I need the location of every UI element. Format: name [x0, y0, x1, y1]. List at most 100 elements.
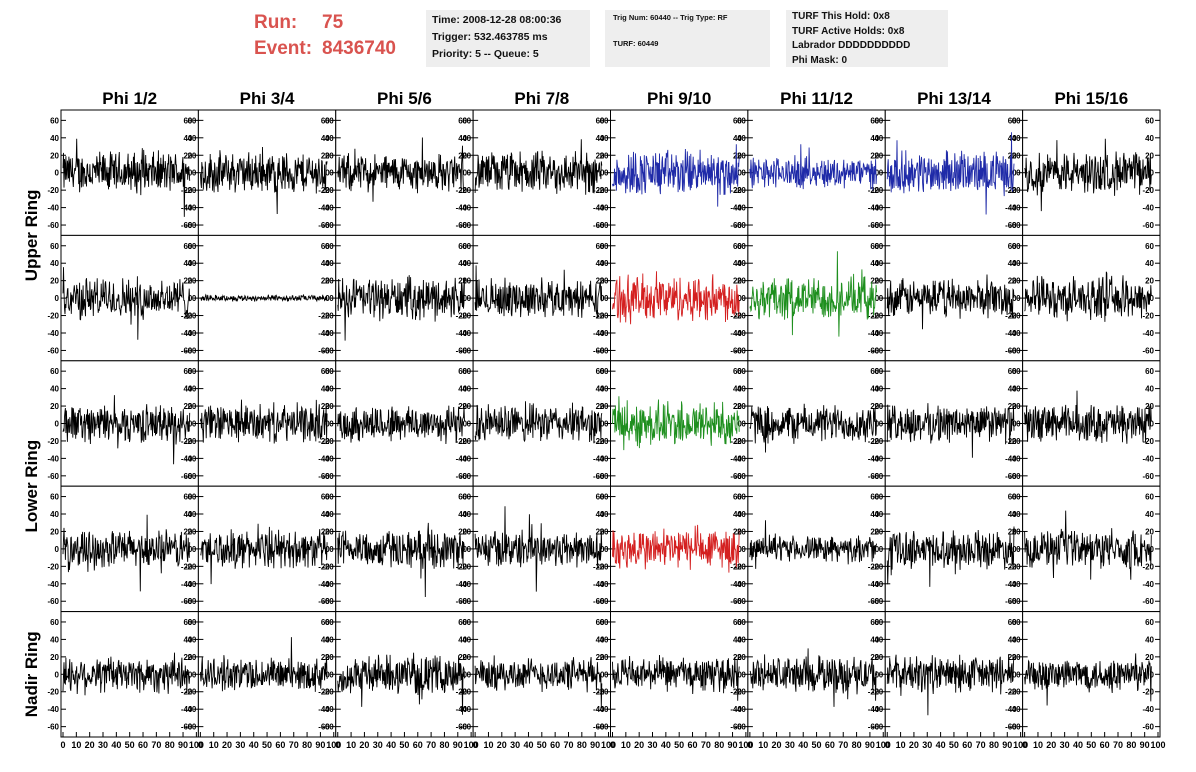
x-tick-label: 90 [453, 740, 463, 750]
y-tick-label: -20 [872, 186, 884, 195]
y-tick-label: 40 [462, 635, 471, 644]
x-tick-label: 0 [473, 740, 478, 750]
y-tick-label: 20 [874, 151, 883, 160]
y-tick-label: 0 [600, 294, 605, 303]
y-tick-label: 60 [321, 493, 330, 502]
y-tick-label: 60 [870, 618, 879, 627]
y-tick-label: 40 [187, 259, 196, 268]
y-tick-label: 40 [183, 259, 192, 268]
x-tick-label: 90 [315, 740, 325, 750]
y-tick-label: 40 [325, 385, 334, 394]
y-tick-label: 60 [462, 618, 471, 627]
y-tick-label: -40 [730, 329, 742, 338]
y-tick-label: -40 [1009, 580, 1021, 589]
waveform-trace [612, 144, 740, 207]
y-tick-label: 20 [870, 402, 879, 411]
y-tick-label: 60 [737, 242, 746, 251]
y-tick-label: -20 [1005, 312, 1017, 321]
waveform-trace [886, 274, 1015, 330]
x-tick-label: 80 [714, 740, 724, 750]
y-tick-label: -40 [593, 204, 605, 213]
y-tick-label: -20 [1009, 688, 1021, 697]
y-tick-label: -40 [872, 454, 884, 463]
y-tick-label: -20 [868, 312, 880, 321]
y-tick-label: 20 [187, 151, 196, 160]
y-tick-label: 20 [733, 277, 742, 286]
y-tick-label: 60 [1145, 618, 1154, 627]
y-tick-label: -40 [593, 580, 605, 589]
y-tick-label: 20 [458, 527, 467, 536]
y-tick-label: 20 [325, 527, 334, 536]
y-tick-label: -60 [593, 346, 605, 355]
y-tick-label: -40 [597, 580, 609, 589]
y-tick-label: -20 [597, 688, 609, 697]
y-tick-label: -60 [185, 723, 197, 732]
waveform-trace [62, 652, 191, 696]
x-tick-label: 50 [1086, 740, 1096, 750]
y-tick-label: 0 [188, 294, 193, 303]
y-tick-label: -60 [322, 597, 334, 606]
x-tick-label: 40 [523, 740, 533, 750]
y-tick-label: -60 [185, 221, 197, 230]
y-tick-label: 60 [733, 493, 742, 502]
waveform-trace [612, 396, 740, 451]
column-header: Phi 1/2 [102, 89, 157, 108]
waveform-trace [749, 648, 878, 707]
y-tick-label: -60 [872, 472, 884, 481]
y-tick-label: 20 [600, 402, 609, 411]
y-tick-label: 0 [741, 294, 746, 303]
y-tick-label: -60 [868, 221, 880, 230]
y-tick-label: 60 [50, 242, 59, 251]
time-text: Time: 2008-12-28 08:00:36 [432, 14, 562, 26]
y-tick-label: 60 [596, 367, 605, 376]
y-tick-label: 20 [183, 527, 192, 536]
y-tick-label: -40 [322, 705, 334, 714]
event-line: Event: 8436740 [254, 36, 396, 62]
y-tick-label: -20 [185, 186, 197, 195]
y-tick-label: 0 [600, 420, 605, 429]
y-tick-label: -60 [322, 221, 334, 230]
y-tick-label: 60 [325, 242, 334, 251]
x-tick-label: 60 [825, 740, 835, 750]
time-info-panel: Time: 2008-12-28 08:00:36 Trigger: 532.4… [426, 10, 590, 67]
y-tick-label: -60 [868, 472, 880, 481]
trig-num-text: Trig Num: 60440 -- Trig Type: RF [613, 13, 728, 22]
y-tick-label: 60 [874, 116, 883, 125]
y-tick-label: 0 [467, 420, 472, 429]
x-tick-label: 60 [413, 740, 423, 750]
y-tick-label: -20 [1005, 562, 1017, 571]
y-tick-label: -40 [1009, 329, 1021, 338]
y-tick-label: -40 [181, 329, 193, 338]
x-tick-label: 90 [590, 740, 600, 750]
x-tick-label: 30 [98, 740, 108, 750]
y-tick-label: 40 [458, 510, 467, 519]
y-tick-label: 60 [870, 116, 879, 125]
y-tick-label: 40 [462, 510, 471, 519]
y-tick-label: 0 [604, 670, 609, 679]
y-tick-label: 60 [183, 116, 192, 125]
y-tick-label: -40 [456, 580, 468, 589]
y-tick-label: -60 [456, 221, 468, 230]
y-tick-label: 20 [321, 277, 330, 286]
y-tick-label: 20 [1012, 653, 1021, 662]
x-tick-label: 60 [962, 740, 972, 750]
y-tick-label: -40 [1005, 580, 1017, 589]
y-tick-label: 40 [1008, 635, 1017, 644]
y-tick-label: 60 [1012, 116, 1021, 125]
x-tick-label: 60 [550, 740, 560, 750]
y-tick-label: -20 [1142, 312, 1154, 321]
y-tick-label: -20 [460, 312, 472, 321]
y-tick-label: -60 [1009, 597, 1021, 606]
x-tick-label: 80 [439, 740, 449, 750]
y-tick-label: 40 [737, 635, 746, 644]
run-line: Run: 75 [254, 10, 396, 36]
y-tick-label: 20 [1008, 527, 1017, 536]
y-tick-label: -40 [730, 580, 742, 589]
y-tick-label: 40 [50, 385, 59, 394]
y-tick-label: 60 [737, 618, 746, 627]
waveform-trace [337, 275, 465, 341]
